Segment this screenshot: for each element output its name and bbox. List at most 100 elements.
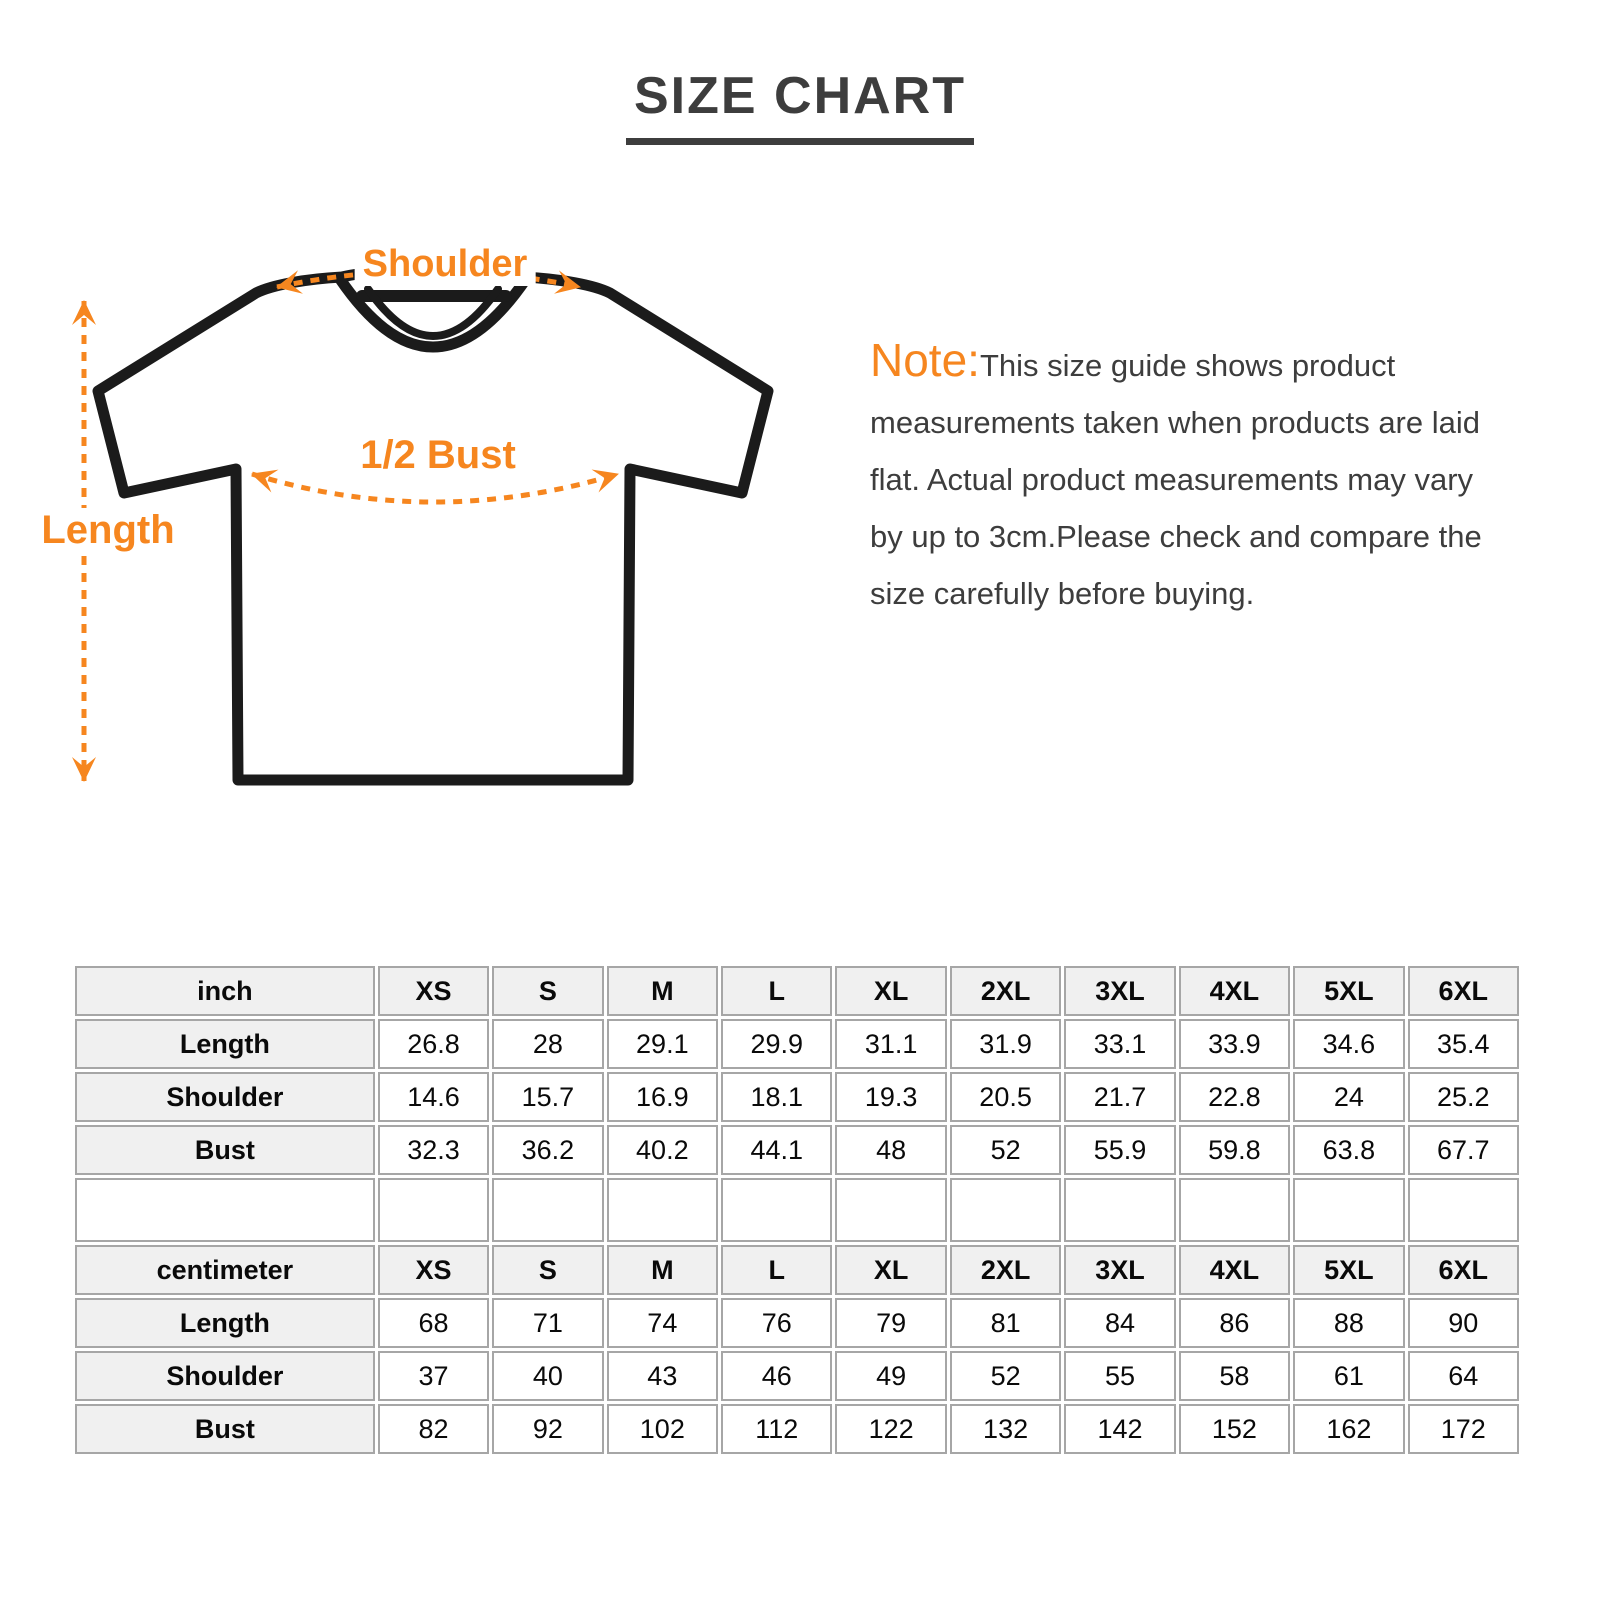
measurement-value-cell: 40 xyxy=(492,1351,604,1401)
measurement-value-cell: 52 xyxy=(949,1351,1062,1401)
size-column-header: 2XL xyxy=(949,1245,1062,1295)
measurement-value-cell: 86 xyxy=(1178,1298,1291,1348)
size-column-header: 6XL xyxy=(1407,1245,1519,1295)
measurement-value-cell: 68 xyxy=(377,1298,490,1348)
measurement-row-label: Bust xyxy=(75,1404,375,1454)
measurement-value-cell: 132 xyxy=(949,1404,1062,1454)
size-table-body: inch XS S M L XL 2XL 3XL 4XL 5XL 6XL Length 26.8 28 29… xyxy=(75,966,1519,1454)
measurement-row: Shoulder 37 40 43 46 49 52 55 58 61 64 xyxy=(75,1351,1519,1401)
size-column-header: XS xyxy=(377,966,490,1016)
size-column-header: M xyxy=(606,1245,719,1295)
size-column-header: 6XL xyxy=(1407,966,1519,1016)
measurement-value-cell: 162 xyxy=(1293,1404,1405,1454)
collar-inner-arc xyxy=(364,285,502,340)
size-column-header: 5XL xyxy=(1293,1245,1405,1295)
measurement-value-cell: 44.1 xyxy=(721,1125,833,1175)
size-table: inch XS S M L XL 2XL 3XL 4XL 5XL 6XL Length 26.8 28 29… xyxy=(72,963,1522,1457)
size-column-header: XL xyxy=(835,966,947,1016)
measurement-value-cell: 49 xyxy=(835,1351,947,1401)
measurement-row: Length 26.8 28 29.1 29.9 31.1 31.9 33.1 33.9 34.6… xyxy=(75,1019,1519,1069)
measurement-value-cell: 71 xyxy=(492,1298,604,1348)
measurement-value-cell: 55.9 xyxy=(1064,1125,1176,1175)
measurement-value-cell: 84 xyxy=(1064,1298,1176,1348)
measurement-value-cell: 92 xyxy=(492,1404,604,1454)
spacer-cell xyxy=(1407,1178,1519,1242)
measurement-row-label: Bust xyxy=(75,1125,375,1175)
measurement-value-cell: 76 xyxy=(721,1298,833,1348)
measurement-value-cell: 55 xyxy=(1064,1351,1176,1401)
measurement-value-cell: 32.3 xyxy=(377,1125,490,1175)
measurement-value-cell: 29.1 xyxy=(606,1019,719,1069)
note-heading: Note: xyxy=(870,334,980,386)
spacer-cell xyxy=(377,1178,490,1242)
size-column-header: 4XL xyxy=(1178,966,1291,1016)
spacer-cell xyxy=(75,1178,375,1242)
shoulder-label: Shoulder xyxy=(354,243,536,286)
measurement-value-cell: 58 xyxy=(1178,1351,1291,1401)
size-column-header: L xyxy=(721,966,833,1016)
measurement-value-cell: 81 xyxy=(949,1298,1062,1348)
measurement-value-cell: 16.9 xyxy=(606,1072,719,1122)
measurement-value-cell: 102 xyxy=(606,1404,719,1454)
measurement-value-cell: 33.9 xyxy=(1178,1019,1291,1069)
measurement-value-cell: 64 xyxy=(1407,1351,1519,1401)
measurement-value-cell: 59.8 xyxy=(1178,1125,1291,1175)
size-column-header: 5XL xyxy=(1293,966,1405,1016)
spacer-cell xyxy=(721,1178,833,1242)
size-column-header: 3XL xyxy=(1064,966,1176,1016)
collar-outer-arc xyxy=(334,273,532,353)
measurement-row: Bust 32.3 36.2 40.2 44.1 48 52 55.9 59.8 63.8 67.7 xyxy=(75,1125,1519,1175)
spacer-cell xyxy=(835,1178,947,1242)
measurement-value-cell: 63.8 xyxy=(1293,1125,1405,1175)
note-paragraph: Note:This size guide shows product measu… xyxy=(870,332,1490,622)
measurement-value-cell: 152 xyxy=(1178,1404,1291,1454)
measurement-row-label: Shoulder xyxy=(75,1072,375,1122)
size-column-header: 4XL xyxy=(1178,1245,1291,1295)
measurement-value-cell: 112 xyxy=(721,1404,833,1454)
measurement-row-label: Shoulder xyxy=(75,1351,375,1401)
measurement-value-cell: 122 xyxy=(835,1404,947,1454)
measurement-value-cell: 33.1 xyxy=(1064,1019,1176,1069)
spacer-cell xyxy=(1293,1178,1405,1242)
measurement-value-cell: 43 xyxy=(606,1351,719,1401)
measurement-value-cell: 79 xyxy=(835,1298,947,1348)
size-column-header: L xyxy=(721,1245,833,1295)
measurement-value-cell: 37 xyxy=(377,1351,490,1401)
measurement-value-cell: 26.8 xyxy=(377,1019,490,1069)
measurement-value-cell: 15.7 xyxy=(492,1072,604,1122)
measurement-row: Shoulder 14.6 15.7 16.9 18.1 19.3 20.5 21.7 22.8… xyxy=(75,1072,1519,1122)
size-table-section: inch XS S M L XL 2XL 3XL 4XL 5XL 6XL Length 26.8 28 29… xyxy=(72,963,1522,1457)
measurement-value-cell: 31.1 xyxy=(835,1019,947,1069)
measurement-value-cell: 52 xyxy=(949,1125,1062,1175)
measurement-value-cell: 172 xyxy=(1407,1404,1519,1454)
measurement-value-cell: 34.6 xyxy=(1293,1019,1405,1069)
size-column-header: S xyxy=(492,966,604,1016)
measurement-row-label: Length xyxy=(75,1298,375,1348)
measurement-value-cell: 20.5 xyxy=(949,1072,1062,1122)
bust-label: 1/2 Bust xyxy=(352,433,524,478)
measurement-value-cell: 142 xyxy=(1064,1404,1176,1454)
size-column-header: S xyxy=(492,1245,604,1295)
measurement-value-cell: 31.9 xyxy=(949,1019,1062,1069)
measurement-row: Bust 82 92 102 112 122 132 142 152 162 172 xyxy=(75,1404,1519,1454)
measurement-value-cell: 46 xyxy=(721,1351,833,1401)
measurement-value-cell: 14.6 xyxy=(377,1072,490,1122)
measurement-value-cell: 21.7 xyxy=(1064,1072,1176,1122)
size-column-header: 3XL xyxy=(1064,1245,1176,1295)
tshirt-measurement-diagram: Shoulder 1/2 Bust Length xyxy=(20,225,830,805)
size-column-header: XS xyxy=(377,1245,490,1295)
size-column-header: XL xyxy=(835,1245,947,1295)
measurement-value-cell: 88 xyxy=(1293,1298,1405,1348)
size-column-header: 2XL xyxy=(949,966,1062,1016)
unit-label-cell: inch xyxy=(75,966,375,1016)
spacer-cell xyxy=(492,1178,604,1242)
spacer-row xyxy=(75,1178,1519,1242)
spacer-cell xyxy=(606,1178,719,1242)
measurement-value-cell: 28 xyxy=(492,1019,604,1069)
measurement-value-cell: 25.2 xyxy=(1407,1072,1519,1122)
measurement-value-cell: 22.8 xyxy=(1178,1072,1291,1122)
measurement-value-cell: 82 xyxy=(377,1404,490,1454)
measurement-value-cell: 35.4 xyxy=(1407,1019,1519,1069)
measurement-row-label: Length xyxy=(75,1019,375,1069)
measurement-value-cell: 36.2 xyxy=(492,1125,604,1175)
